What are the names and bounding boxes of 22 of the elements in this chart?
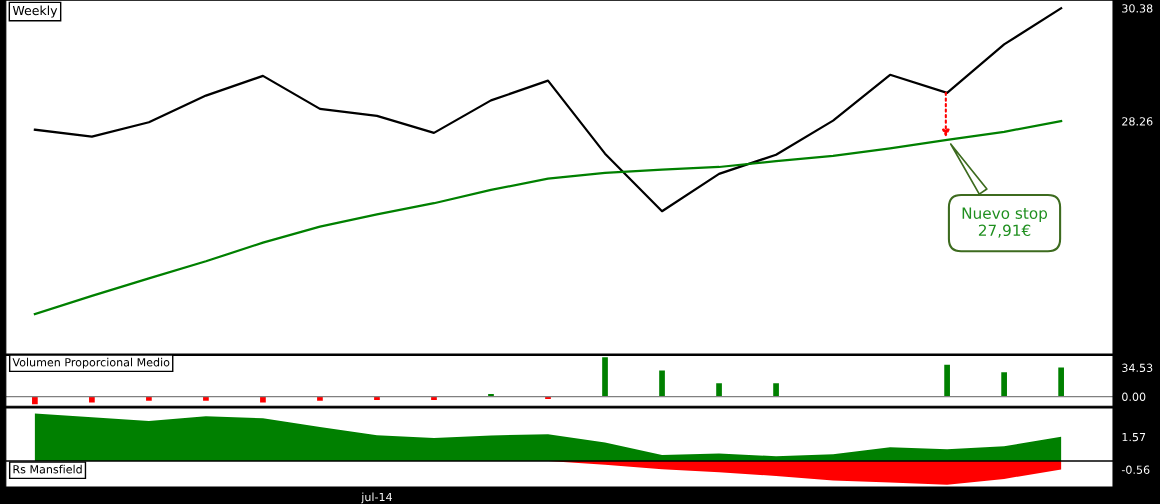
bar	[659, 370, 665, 397]
bar	[89, 396, 95, 403]
line-series	[33, 120, 1063, 316]
x-tick-label: jul-14	[361, 492, 393, 504]
annotation: Nuevo stop 27,91€	[962, 207, 1048, 238]
chart-title: Volumen Proporcional Medio	[12, 357, 170, 369]
bar	[773, 383, 779, 397]
y-tick-label: 1.57	[1122, 432, 1146, 442]
bar	[1058, 367, 1064, 397]
y-tick-label: 0.00	[1122, 392, 1146, 401]
y-tick-label: 30.38	[1122, 4, 1153, 13]
y-tick-label: 34.53	[1122, 363, 1153, 372]
y-tick-label: -0.56	[1121, 465, 1150, 474]
bar	[260, 396, 266, 403]
text: Rs Mansfield	[13, 464, 82, 474]
bar	[716, 383, 722, 397]
bar	[602, 357, 608, 397]
bar	[1001, 372, 1007, 397]
chart-title: Weekly	[12, 5, 58, 18]
y-tick-label: 28.26	[1122, 117, 1153, 126]
bar	[32, 396, 38, 405]
bar	[944, 364, 950, 397]
